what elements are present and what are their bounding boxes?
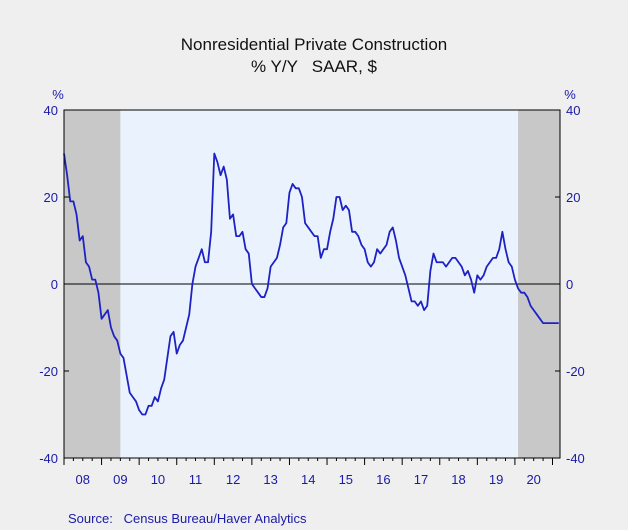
source-note: Source: Census Bureau/Haver Analytics	[68, 511, 307, 526]
chart-title: Nonresidential Private Construction	[181, 35, 447, 54]
y-tick-label-left: -20	[39, 364, 58, 379]
x-tick-label: 12	[226, 472, 240, 487]
y-tick-label-right: -20	[566, 364, 585, 379]
chart-subtitle: % Y/Y SAAR, $	[251, 57, 378, 76]
x-tick-label: 20	[526, 472, 540, 487]
series-line	[63, 152, 559, 416]
y-tick-label-left: 20	[44, 190, 58, 205]
y-tick-label-left: 40	[44, 103, 58, 118]
axis-ticks	[63, 109, 560, 465]
x-tick-label: 08	[76, 472, 90, 487]
x-tick-label: 09	[113, 472, 127, 487]
axis-labels: 40 40 20 20 0 0 -20 -20 -40 -40 08 09 10 11 12 13 14 15 16…	[39, 103, 585, 487]
x-tick-label: 10	[151, 472, 165, 487]
x-tick-label: 13	[263, 472, 277, 487]
y-tick-label-left: -40	[39, 451, 58, 466]
x-tick-label: 15	[339, 472, 353, 487]
x-tick-label: 16	[376, 472, 390, 487]
y-tick-label-right: 40	[566, 103, 580, 118]
y-unit-right: %	[564, 87, 576, 102]
x-tick-label: 14	[301, 472, 315, 487]
x-tick-label: 19	[489, 472, 503, 487]
plot-area	[63, 109, 561, 459]
x-tick-label: 11	[189, 472, 203, 487]
y-unit-left: %	[52, 87, 64, 102]
y-tick-label-right: 0	[566, 277, 573, 292]
x-tick-label: 18	[451, 472, 465, 487]
y-tick-label-right: 20	[566, 190, 580, 205]
x-tick-label: 17	[414, 472, 428, 487]
y-tick-label-left: 0	[51, 277, 58, 292]
y-tick-label-right: -40	[566, 451, 585, 466]
